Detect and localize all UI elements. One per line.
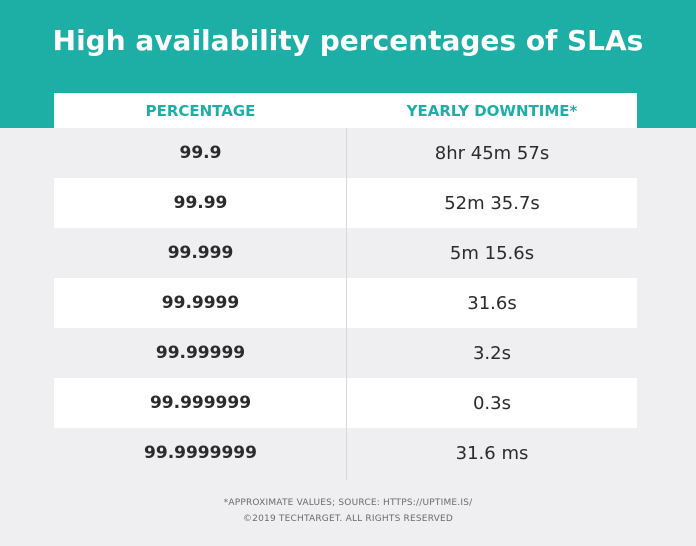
downtime-cell: 5m 15.6s: [449, 242, 535, 264]
percentage-cell: 99.999: [167, 243, 234, 263]
downtime-cell: 0.3s: [472, 392, 511, 414]
table-row: 99.9 8hr 45m 57s: [54, 128, 637, 178]
column-divider: [346, 128, 347, 480]
downtime-cell: 31.6 ms: [455, 442, 529, 464]
copyright: ©2019 TECHTARGET. ALL RIGHTS RESERVED: [242, 514, 454, 524]
table-row: 99.9999999 31.6 ms: [54, 428, 637, 478]
sla-table: PERCENTAGE YEARLY DOWNTIME* 99.9 8hr 45m…: [54, 93, 637, 481]
table-row: 99.999999 0.3s: [54, 378, 637, 428]
percentage-cell: 99.99999: [155, 343, 246, 363]
table-row: 99.9999 31.6s: [54, 278, 637, 328]
footnote: *APPROXIMATE VALUES; SOURCE: HTTPS://UPT…: [223, 498, 473, 508]
column-header-yearly-downtime: YEARLY DOWNTIME*: [406, 101, 578, 120]
table-row: 99.99 52m 35.7s: [54, 178, 637, 228]
downtime-cell: 3.2s: [472, 342, 511, 364]
percentage-cell: 99.9999999: [144, 443, 257, 463]
percentage-cell: 99.99: [173, 193, 228, 213]
table-row: 99.99999 3.2s: [54, 328, 637, 378]
column-header-percentage: PERCENTAGE: [145, 101, 256, 120]
downtime-cell: 8hr 45m 57s: [434, 142, 550, 164]
percentage-cell: 99.9: [179, 143, 222, 163]
table-header-row: PERCENTAGE YEARLY DOWNTIME*: [54, 93, 637, 128]
percentage-cell: 99.9999: [161, 293, 240, 313]
percentage-cell: 99.999999: [149, 393, 252, 413]
table-row: 99.999 5m 15.6s: [54, 228, 637, 278]
page-title: High availability percentages of SLAs: [52, 24, 644, 57]
downtime-cell: 31.6s: [467, 292, 517, 314]
downtime-cell: 52m 35.7s: [444, 192, 540, 214]
